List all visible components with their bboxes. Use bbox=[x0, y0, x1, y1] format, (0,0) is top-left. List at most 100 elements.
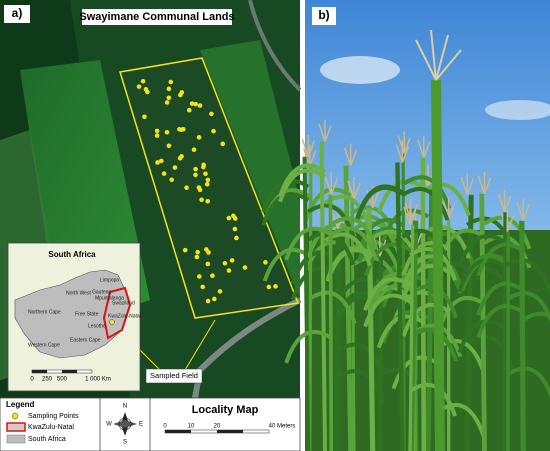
tassel bbox=[343, 143, 358, 166]
scale-label: 0 bbox=[30, 377, 34, 383]
scale-label: 10 bbox=[188, 424, 195, 430]
leaf bbox=[503, 258, 550, 293]
province: Limpopo bbox=[100, 277, 119, 283]
sampling-point bbox=[172, 165, 178, 170]
compass-label: S bbox=[123, 440, 127, 446]
leaf bbox=[457, 258, 506, 292]
leaf bbox=[401, 263, 450, 298]
leaf bbox=[401, 241, 450, 275]
sampling-point bbox=[229, 258, 235, 263]
tassel bbox=[318, 119, 332, 142]
leaf bbox=[330, 226, 379, 261]
compass-label: E bbox=[139, 422, 143, 428]
sampling-point bbox=[179, 127, 184, 133]
sampling-point bbox=[222, 260, 228, 266]
stalk bbox=[308, 166, 313, 451]
leaf bbox=[303, 187, 352, 222]
tassel bbox=[477, 171, 492, 195]
tassel bbox=[497, 190, 512, 213]
sampling-point bbox=[184, 185, 189, 191]
sampling-point bbox=[226, 268, 232, 273]
sampling-point bbox=[193, 101, 198, 107]
legend-item: Sampling Points bbox=[28, 413, 79, 420]
stalk bbox=[420, 157, 427, 451]
label-box bbox=[4, 5, 30, 23]
leaf bbox=[476, 304, 525, 338]
sampling-point bbox=[193, 166, 198, 172]
province: Western Cape bbox=[28, 342, 60, 348]
leaf bbox=[278, 163, 327, 198]
sampling-point bbox=[195, 249, 200, 255]
sampling-point bbox=[155, 160, 160, 165]
leaf bbox=[308, 290, 357, 325]
sampling-point bbox=[182, 247, 188, 253]
leaf bbox=[284, 226, 333, 261]
scale-label: 40 Meters bbox=[269, 424, 296, 430]
stalk bbox=[408, 225, 415, 451]
compass-label: W bbox=[106, 422, 112, 428]
sampling-point bbox=[203, 171, 208, 177]
sampling-point bbox=[154, 128, 160, 134]
leaf bbox=[336, 369, 385, 403]
province: Eastern Cape bbox=[70, 337, 101, 343]
sampling-point bbox=[164, 129, 170, 135]
province: Mpumalanga bbox=[95, 295, 124, 301]
sampling-point bbox=[191, 147, 197, 153]
tassel bbox=[460, 172, 474, 196]
sampling-point bbox=[273, 284, 278, 289]
sampling-point bbox=[201, 162, 206, 168]
sampling-point bbox=[154, 133, 160, 138]
sampling-point bbox=[197, 274, 202, 279]
sampling-point bbox=[169, 177, 175, 183]
sampling-point bbox=[197, 103, 203, 108]
tassel bbox=[403, 203, 417, 226]
sampling-point bbox=[166, 86, 172, 92]
leaf bbox=[476, 281, 525, 316]
leaf bbox=[483, 215, 532, 250]
sampling-point bbox=[209, 111, 214, 117]
tassel bbox=[347, 177, 361, 200]
stalk bbox=[350, 199, 356, 451]
scale-label: 1 000 Km bbox=[85, 377, 111, 383]
sampling-point bbox=[266, 284, 272, 290]
sampling-point bbox=[199, 197, 204, 203]
leaf bbox=[401, 228, 450, 263]
sampling-point bbox=[189, 101, 195, 106]
leaf bbox=[457, 234, 506, 268]
panel-label: b) bbox=[318, 8, 329, 22]
inset-title: South Africa bbox=[48, 250, 96, 259]
sampling-point bbox=[194, 254, 200, 260]
sampling-point bbox=[231, 213, 236, 219]
leaf bbox=[261, 178, 310, 213]
leaf bbox=[364, 242, 413, 277]
sampling-point bbox=[232, 226, 238, 232]
panel-label: a) bbox=[12, 6, 23, 20]
stalk bbox=[431, 79, 445, 451]
stalk bbox=[519, 220, 526, 451]
province: Gauteng bbox=[92, 289, 111, 295]
tassel bbox=[415, 29, 462, 81]
sampling-point bbox=[164, 100, 170, 105]
sampling-point bbox=[200, 284, 206, 290]
legend-title: Legend bbox=[6, 400, 35, 409]
title-box bbox=[82, 9, 232, 25]
sampling-point bbox=[196, 135, 202, 140]
sampled-field-outline bbox=[119, 57, 300, 319]
sampling-point bbox=[161, 171, 167, 176]
sampling-point bbox=[205, 261, 211, 267]
tassel bbox=[417, 135, 431, 158]
sampling-point bbox=[177, 155, 183, 161]
tassel bbox=[324, 172, 338, 195]
leaf bbox=[506, 366, 550, 399]
sampling-point bbox=[143, 86, 149, 92]
legend-item: KwaZulu-Natal bbox=[28, 424, 74, 431]
leaf bbox=[522, 311, 550, 322]
sampling-point bbox=[212, 296, 217, 302]
stalk bbox=[334, 228, 342, 451]
sampling-point bbox=[166, 95, 172, 101]
map-title: Swayimane Communal Lands bbox=[79, 11, 234, 23]
sampling-point bbox=[204, 247, 209, 252]
sampling-point bbox=[168, 79, 174, 85]
compass-label: N bbox=[123, 404, 127, 410]
